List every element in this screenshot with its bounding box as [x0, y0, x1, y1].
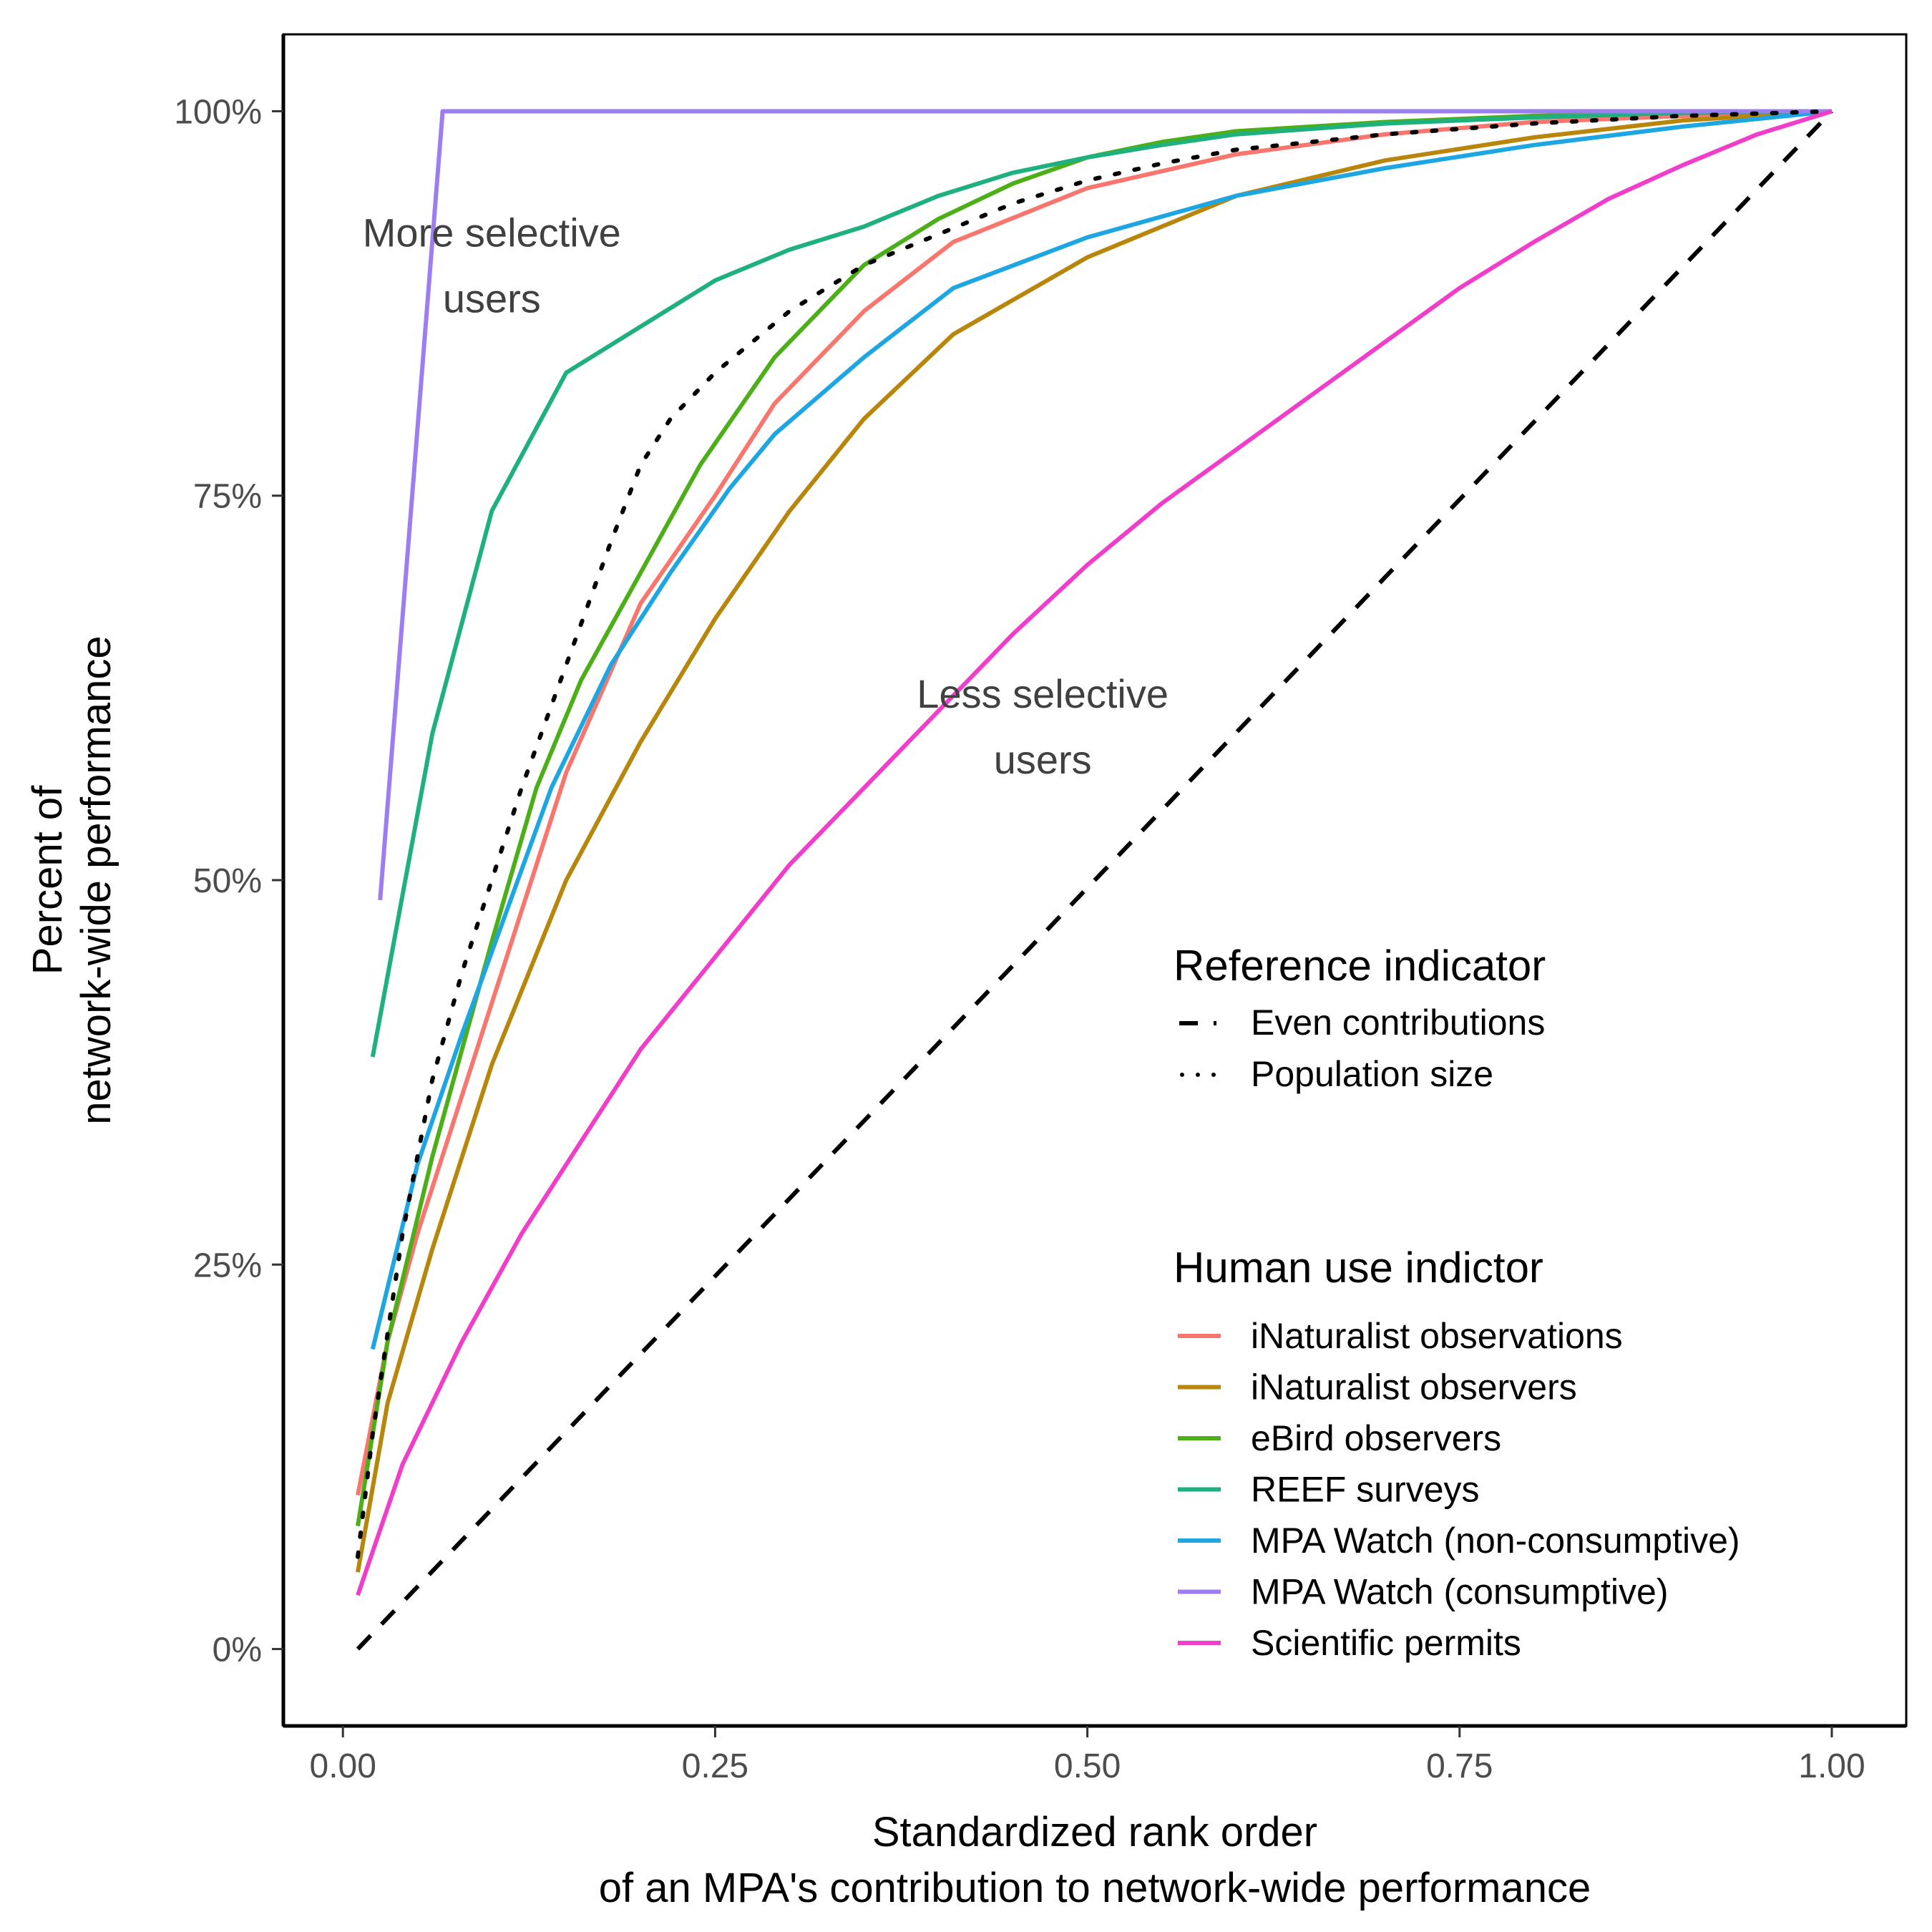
annotation-2-line-1: Less selective: [917, 671, 1169, 716]
series-lines: [356, 109, 1834, 1651]
legend-label-ebird-observers: eBird observers: [1251, 1418, 1501, 1458]
legend-label-inaturalist-observations: iNaturalist observations: [1251, 1316, 1623, 1356]
y-tick-label: 100%: [174, 93, 262, 131]
x-axis-title-line-2: of an MPA's contribution to network-wide…: [599, 1865, 1591, 1911]
axis-ticks: 0.00 0.25 0.50 0.75 1.00 0% 25% 50% 75% 100%: [174, 93, 1865, 1785]
x-tick-label: 0.75: [1426, 1747, 1493, 1785]
legend-label-mpa-watch-non-consumptive: MPA Watch (non-consumptive): [1251, 1521, 1740, 1561]
x-tick-label: 0.50: [1054, 1747, 1121, 1785]
legend-label-even-contributions: Even contributions: [1251, 1002, 1545, 1043]
annotation-2-line-2: users: [994, 737, 1092, 782]
y-axis-title-line-2: network-wide performance: [73, 635, 119, 1124]
x-tick-label: 0.25: [682, 1747, 748, 1785]
y-tick-label: 75%: [193, 478, 262, 516]
legend: Reference indicator Even contributions Po…: [1174, 942, 1740, 1663]
y-tick-label: 0%: [213, 1631, 262, 1669]
series-line-even-contributions: [356, 109, 1834, 1651]
series-line-mpa-watch-consumptive: [378, 109, 1832, 901]
y-axis-title-line-1: Percent of: [24, 785, 71, 975]
series-line-inaturalist-observers: [356, 109, 1833, 1573]
legend-title-human-use: Human use indictor: [1174, 1244, 1543, 1292]
y-tick-label: 25%: [193, 1246, 262, 1284]
legend-label-mpa-watch-consumptive: MPA Watch (consumptive): [1251, 1572, 1669, 1612]
legend-label-inaturalist-observers: iNaturalist observers: [1251, 1367, 1577, 1407]
x-axis-title-line-1: Standardized rank order: [872, 1809, 1317, 1855]
annotation-1-line-2: users: [443, 275, 541, 321]
series-line-reef-surveys: [370, 109, 1833, 1058]
legend-title-reference: Reference indicator: [1174, 942, 1546, 990]
series-line-scientific-permits: [356, 109, 1833, 1596]
annotation-1-line-1: More selective: [363, 210, 621, 255]
series-line-mpa-watch-non-consumptive: [370, 109, 1833, 1350]
legend-series-items: iNaturalist observations iNaturalist obse…: [1178, 1316, 1740, 1663]
legend-reference-items: Even contributions Population size: [1179, 1002, 1545, 1094]
x-tick-label: 0.00: [310, 1747, 376, 1785]
y-tick-label: 50%: [193, 862, 262, 900]
legend-label-reef-surveys: REEF surveys: [1251, 1470, 1480, 1510]
annotations: More selective users Less selective users: [363, 210, 1169, 782]
x-tick-label: 1.00: [1798, 1747, 1865, 1785]
legend-label-scientific-permits: Scientific permits: [1251, 1623, 1521, 1663]
legend-label-population-size: Population size: [1251, 1054, 1493, 1094]
